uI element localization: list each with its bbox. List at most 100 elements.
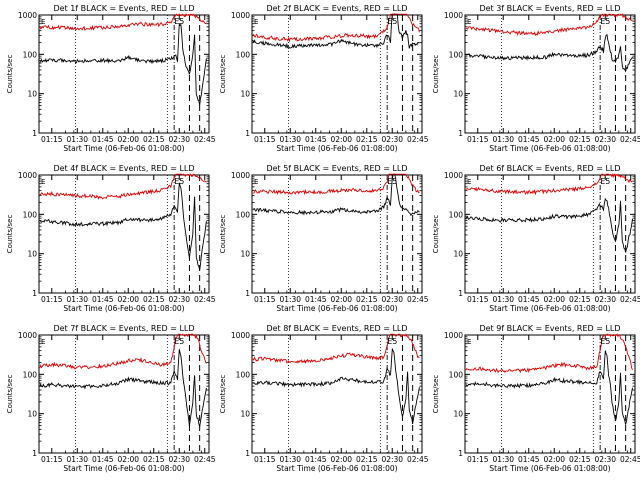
y-tick-label: 10	[240, 90, 250, 99]
y-tick-label: 100	[236, 50, 251, 59]
x-axis-label: Start Time (06-Feb-06 01:08:00)	[276, 304, 397, 313]
y-tick-label: 1000	[18, 331, 37, 340]
y-tick-label: 1	[32, 289, 37, 298]
series-line-events	[39, 182, 207, 270]
y-tick-label: 100	[23, 50, 38, 59]
x-axis-label: Start Time (06-Feb-06 01:08:00)	[276, 144, 397, 153]
series-line-lld	[252, 173, 420, 196]
y-axis-label: Counts/sec	[6, 55, 14, 94]
panel-9: Det 9f BLACK = Events, RED = LLD 1 10 100 10…	[432, 324, 640, 473]
x-tick-label: 01:30	[279, 455, 301, 464]
y-tick-label: 100	[23, 370, 38, 379]
x-tick-label: 01:15	[467, 135, 489, 144]
chart-title: Det 4f BLACK = Events, RED = LLD	[53, 164, 194, 173]
y-tick-label: 1	[458, 129, 463, 138]
y-axis-label: Counts/sec	[219, 55, 227, 94]
chart-title: Det 2f BLACK = Events, RED = LLD	[266, 4, 407, 13]
x-axis-label: Start Time (06-Feb-06 01:08:00)	[63, 144, 184, 153]
y-tick-label: 1000	[231, 331, 250, 340]
series-line-events	[465, 197, 633, 253]
x-tick-label: 01:15	[41, 135, 63, 144]
x-axis-label: Start Time (06-Feb-06 01:08:00)	[63, 304, 184, 313]
series-line-lld	[465, 172, 633, 196]
plot-frame	[464, 174, 636, 294]
x-tick-label: 02:45	[620, 455, 640, 464]
plot-frame	[251, 174, 423, 294]
x-tick-label: 01:45	[92, 135, 114, 144]
x-tick-label: 01:45	[305, 135, 327, 144]
y-tick-label: 100	[449, 210, 464, 219]
plot-frame	[38, 174, 210, 294]
y-tick-label: 1000	[231, 171, 250, 180]
x-tick-label: 02:15	[569, 135, 591, 144]
panel-4: Det 4f BLACK = Events, RED = LLD 1 10 100 10…	[6, 164, 216, 313]
series-line-events	[252, 348, 420, 424]
chart-title: Det 8f BLACK = Events, RED = LLD	[266, 324, 407, 333]
x-tick-label: 02:00	[543, 455, 565, 464]
panel-1: Det 1f BLACK = Events, RED = LLD 1 10 100 10…	[6, 4, 216, 153]
x-tick-label: 01:15	[467, 455, 489, 464]
y-tick-label: 100	[23, 210, 38, 219]
series-line-events	[39, 23, 207, 106]
flare-annotation: E5	[174, 17, 184, 26]
y-tick-label: 1	[458, 289, 463, 298]
y-tick-label: 1	[458, 449, 463, 458]
y-axis-label: Counts/sec	[432, 215, 440, 254]
plot-frame	[38, 334, 210, 454]
x-tick-label: 01:15	[41, 455, 63, 464]
x-tick-label: 01:30	[66, 455, 88, 464]
x-tick-label: 02:00	[117, 455, 139, 464]
x-tick-label: 01:30	[279, 135, 301, 144]
y-tick-label: 1	[245, 289, 250, 298]
y-tick-label: 1	[245, 129, 250, 138]
corner-annotation: E	[467, 178, 471, 186]
x-tick-label: 02:00	[117, 295, 139, 304]
x-tick-label: 02:15	[356, 455, 378, 464]
x-tick-label: 02:15	[569, 455, 591, 464]
panel-2: Det 2f BLACK = Events, RED = LLD 1 10 100 10…	[219, 4, 429, 153]
x-tick-label: 01:45	[305, 295, 327, 304]
x-tick-label: 02:15	[143, 295, 165, 304]
plot-frame	[38, 14, 210, 134]
x-axis-label: Start Time (06-Feb-06 01:08:00)	[276, 464, 397, 473]
y-tick-label: 1	[245, 449, 250, 458]
x-tick-label: 01:15	[254, 135, 276, 144]
x-tick-label: 02:45	[407, 455, 429, 464]
y-tick-label: 1000	[444, 11, 463, 20]
y-tick-label: 100	[449, 370, 464, 379]
plot-frame	[464, 334, 636, 454]
y-tick-label: 10	[453, 90, 463, 99]
panel-5: Det 5f BLACK = Events, RED = LLD 1 10 100 10…	[219, 164, 429, 313]
flare-annotation: E5	[174, 177, 184, 186]
corner-annotation: E	[467, 338, 471, 346]
x-tick-label: 02:45	[194, 135, 216, 144]
flare-annotation: E5	[600, 17, 610, 26]
plot-frame	[464, 14, 636, 134]
y-axis-label: Counts/sec	[432, 375, 440, 414]
x-tick-label: 01:15	[41, 295, 63, 304]
y-tick-label: 100	[449, 50, 464, 59]
x-tick-label: 02:30	[381, 455, 403, 464]
x-tick-label: 02:30	[594, 295, 616, 304]
y-axis-label: Counts/sec	[219, 215, 227, 254]
x-tick-label: 01:30	[492, 455, 514, 464]
series-line-lld	[465, 333, 633, 374]
x-tick-label: 01:45	[92, 295, 114, 304]
chart-title: Det 5f BLACK = Events, RED = LLD	[266, 164, 407, 173]
chart-title: Det 1f BLACK = Events, RED = LLD	[53, 4, 194, 13]
chart-title: Det 7f BLACK = Events, RED = LLD	[53, 324, 194, 333]
y-axis-label: Counts/sec	[219, 375, 227, 414]
series-line-lld	[39, 173, 207, 200]
series-line-lld	[39, 333, 207, 370]
series-line-lld	[252, 333, 420, 364]
series-line-events	[252, 13, 420, 49]
corner-annotation: E	[41, 178, 45, 186]
x-tick-label: 01:15	[254, 295, 276, 304]
y-tick-label: 100	[236, 370, 251, 379]
x-axis-label: Start Time (06-Feb-06 01:08:00)	[63, 464, 184, 473]
flare-annotation: E5	[387, 337, 397, 346]
x-tick-label: 01:15	[254, 455, 276, 464]
y-tick-label: 1	[32, 449, 37, 458]
series-line-events	[39, 349, 207, 427]
